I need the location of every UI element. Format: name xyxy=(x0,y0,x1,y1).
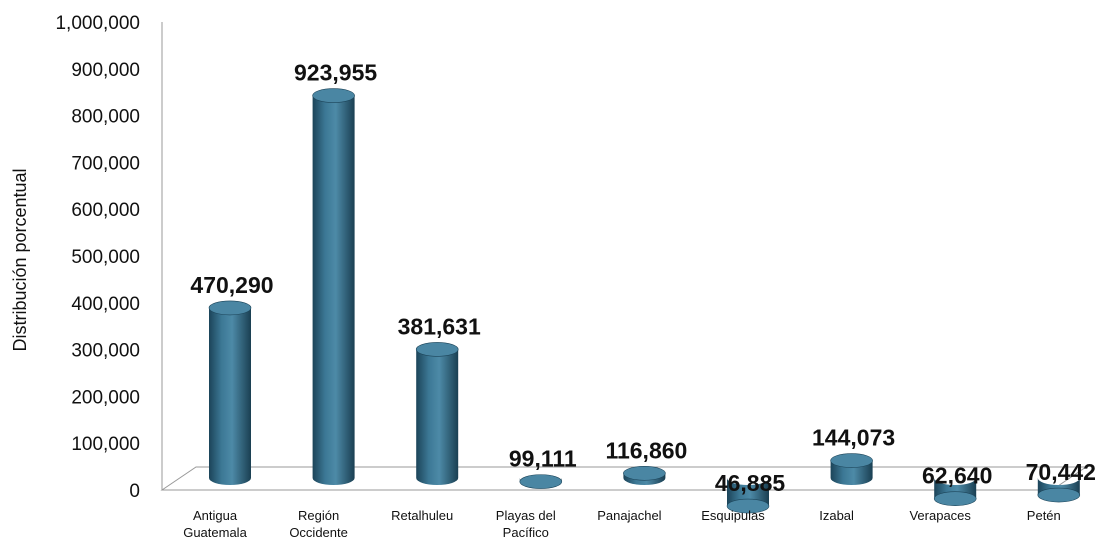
bar-top xyxy=(312,88,355,103)
chart-axes xyxy=(160,22,1088,491)
y-tick-label: 600,000 xyxy=(71,200,140,221)
bar xyxy=(312,88,355,486)
y-tick-label: 300,000 xyxy=(71,341,140,362)
bar-top xyxy=(933,491,977,506)
data-label: 116,860 xyxy=(605,437,687,463)
x-tick-label: Región Occidente xyxy=(289,508,348,540)
bar xyxy=(726,478,770,514)
data-label: 99,111 xyxy=(509,446,577,472)
bar-top xyxy=(830,453,873,468)
x-tick-label: Retalhuleu xyxy=(391,508,453,523)
bar xyxy=(519,474,563,489)
bar xyxy=(830,453,873,486)
bar xyxy=(208,300,252,485)
data-label: 62,640 xyxy=(922,463,992,489)
y-tick-label: 0 xyxy=(129,481,140,502)
data-label: 470,290 xyxy=(190,272,273,298)
y-tick-labels: 0 100,000 200,000 300,000 400,000 500,000 600,… xyxy=(55,13,140,502)
y-tick-label: 700,000 xyxy=(71,153,140,174)
y-tick-label: 500,000 xyxy=(71,247,140,268)
bar-body xyxy=(727,478,769,507)
data-label: 70,442 xyxy=(1026,459,1096,485)
bar xyxy=(1037,478,1081,503)
bar-body xyxy=(209,307,251,485)
x-tick-label: Antigua Guatemala xyxy=(183,508,247,540)
bar xyxy=(415,342,459,486)
x-tick-label: Esquipulas xyxy=(701,508,765,523)
y-tick-label: 400,000 xyxy=(71,294,140,315)
bar xyxy=(933,478,977,506)
x-tick-labels: Antigua Guatemala Región Occidente Retalhule… xyxy=(183,508,1061,540)
data-label: 46,885 xyxy=(715,470,786,496)
y-tick-label: 100,000 xyxy=(71,434,140,455)
y-tick-label: 200,000 xyxy=(71,387,140,408)
bar-top xyxy=(623,466,666,481)
bar xyxy=(623,466,666,486)
bar-body xyxy=(312,95,355,486)
x-tick-label: Playas del Pacífico xyxy=(496,508,556,540)
bar-top xyxy=(726,498,770,514)
bar-top xyxy=(208,300,252,316)
bar-top xyxy=(415,342,459,357)
data-labels: 470,290 923,955 381,631 99,111 116,860 46,885… xyxy=(190,60,1096,496)
y-tick-label: 1,000,000 xyxy=(55,13,140,34)
y-axis-label: Distribución porcentual xyxy=(10,168,30,351)
bar-top xyxy=(519,474,563,489)
y-tick-label: 800,000 xyxy=(71,107,140,128)
bar-top xyxy=(1037,487,1081,503)
x-tick-label: Izabal xyxy=(819,508,854,523)
bar-body xyxy=(416,349,459,486)
data-label: 381,631 xyxy=(398,313,481,339)
x-tick-label: Verapaces xyxy=(909,508,971,523)
data-label: 923,955 xyxy=(294,60,377,86)
x-tick-label: Panajachel xyxy=(597,508,661,523)
x-tick-label: Petén xyxy=(1027,508,1061,523)
data-label: 144,073 xyxy=(812,425,895,451)
bars xyxy=(208,88,1081,514)
y-tick-label: 900,000 xyxy=(71,60,140,81)
